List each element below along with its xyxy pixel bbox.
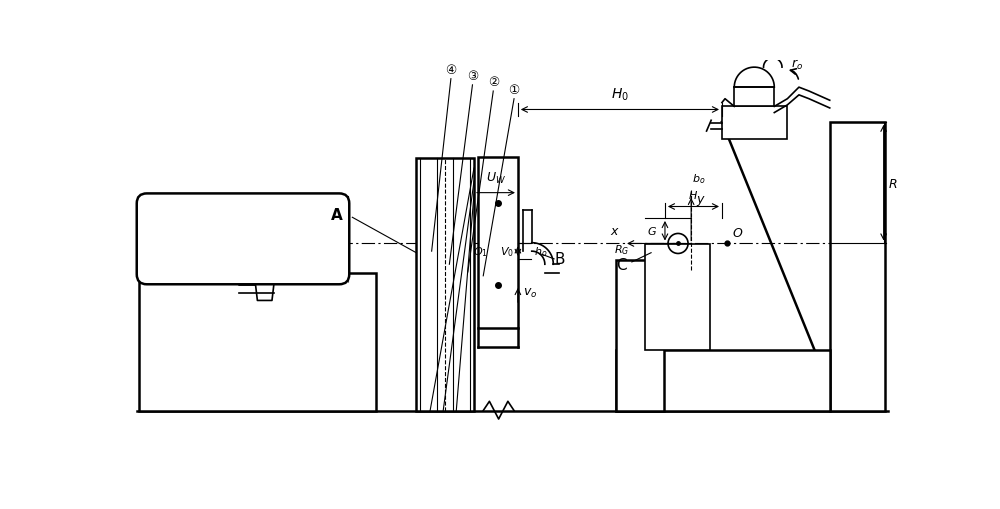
Text: ①: ① bbox=[508, 84, 520, 97]
Text: $O$: $O$ bbox=[732, 227, 743, 239]
Text: $O_1$: $O_1$ bbox=[473, 245, 488, 259]
Bar bbox=[645, 245, 710, 351]
Text: $V_0$: $V_0$ bbox=[500, 245, 514, 259]
Text: A: A bbox=[331, 207, 343, 222]
Text: $r_o$: $r_o$ bbox=[791, 58, 803, 72]
Text: $U_W$: $U_W$ bbox=[486, 171, 506, 186]
Bar bbox=[478, 158, 518, 328]
Text: $G$: $G$ bbox=[647, 224, 657, 236]
Bar bbox=[616, 351, 830, 411]
Text: $h_o$: $h_o$ bbox=[534, 245, 548, 259]
Text: C: C bbox=[617, 257, 627, 272]
Text: $y$: $y$ bbox=[696, 194, 706, 208]
Text: ②: ② bbox=[488, 76, 499, 89]
Text: $x$: $x$ bbox=[610, 225, 620, 238]
Text: ③: ③ bbox=[467, 70, 478, 83]
FancyBboxPatch shape bbox=[137, 194, 349, 285]
Bar bbox=[139, 274, 376, 411]
Bar bbox=[830, 123, 885, 411]
Text: $H_0$: $H_0$ bbox=[611, 86, 629, 103]
Text: $R_G$: $R_G$ bbox=[614, 242, 630, 256]
Text: B: B bbox=[555, 252, 565, 267]
Text: $b_o$: $b_o$ bbox=[692, 172, 706, 186]
Text: ④: ④ bbox=[445, 64, 457, 77]
Bar bbox=[139, 196, 348, 282]
Bar bbox=[416, 159, 474, 411]
Text: $R$: $R$ bbox=[888, 178, 898, 190]
Text: $H$: $H$ bbox=[688, 189, 698, 201]
Bar bbox=[722, 107, 787, 139]
Bar bbox=[734, 88, 774, 107]
Text: $v_o$: $v_o$ bbox=[523, 287, 537, 300]
Bar bbox=[616, 261, 664, 411]
